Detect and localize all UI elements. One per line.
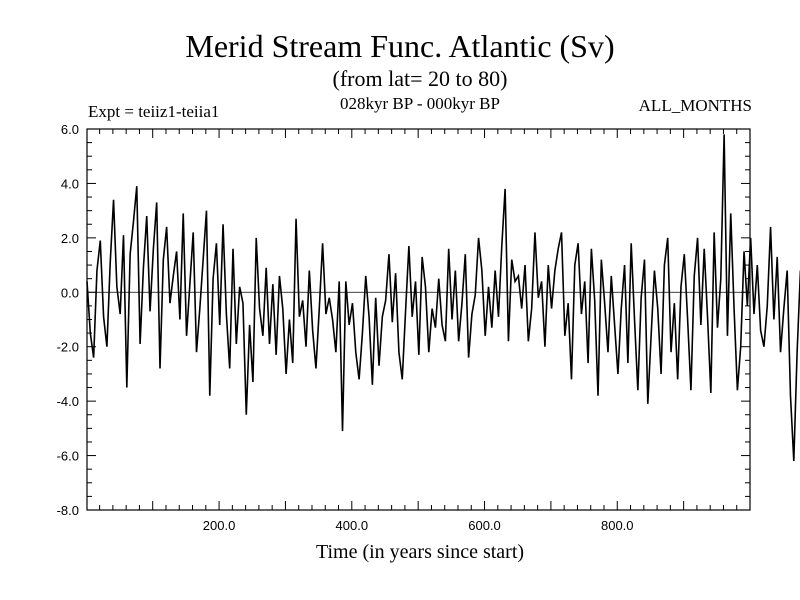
axes: 6.0 4.0 2.0 0.0 -2.0 -4.0 -6.0 -8.0 200.0 400.0 60… (57, 122, 751, 533)
chart-subtitle: (from lat= 20 to 80) (332, 66, 508, 91)
y-tick-label: 6.0 (61, 122, 79, 137)
months-label: ALL_MONTHS (638, 96, 752, 115)
series-line-0 (86, 134, 800, 462)
y-tick-label: -2.0 (57, 340, 79, 355)
x-tick-label: 800.0 (601, 518, 634, 533)
x-tick-label: 400.0 (336, 518, 369, 533)
x-axis-label: Time (in years since start) (315, 541, 525, 563)
experiment-label: Expt = teiiz1-teiia1 (88, 102, 220, 121)
x-tick-label: 600.0 (468, 518, 501, 533)
y-tick-label: 2.0 (61, 231, 79, 246)
period-label: 028kyr BP - 000kyr BP (340, 94, 500, 113)
series-layer (86, 134, 800, 462)
chart-title: Merid Stream Func. Atlantic (Sv) (185, 28, 615, 64)
y-tick-label: 4.0 (61, 176, 79, 191)
y-tick-label: -8.0 (57, 503, 79, 518)
y-tick-label: 0.0 (61, 285, 79, 300)
y-tick-label: -4.0 (57, 394, 79, 409)
x-tick-label: 200.0 (203, 518, 236, 533)
y-tick-label: -6.0 (57, 449, 79, 464)
